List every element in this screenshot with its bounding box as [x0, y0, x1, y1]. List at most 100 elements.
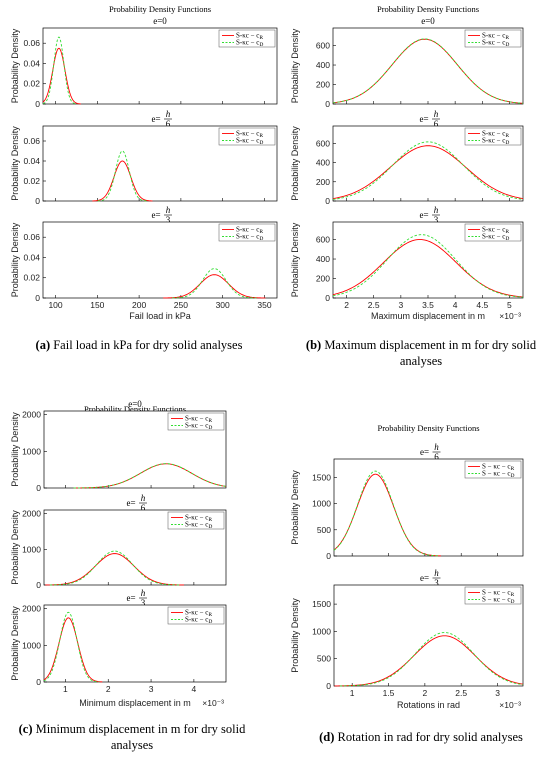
x-tick-label: 2	[422, 688, 427, 698]
subplot-c-1: e= h6 0 1000 2000 S-κc − cRS-κc − cD Probabili…	[10, 493, 227, 590]
series-line-cR	[92, 160, 153, 202]
y-tick-label: 0.02	[23, 273, 40, 283]
y-tick-label: 1000	[22, 446, 41, 456]
legend-label-1: S-κc − cD	[185, 521, 212, 531]
legend-label-0: S-κc − cR	[236, 226, 263, 236]
x-tick-label: 250	[174, 300, 188, 310]
y-axis-label: Probability Density	[290, 222, 300, 297]
legend-label-0: S-κc − cR	[482, 32, 509, 42]
subplot-title-numerator: h	[434, 109, 439, 119]
subplot-b-1: e= h6 0 200 400 600 S-κc − cRS-κc − cD Probabil…	[290, 109, 524, 206]
legend: S-κc − cRS-κc − cD	[218, 223, 276, 243]
x-tick-label: 350	[257, 300, 271, 310]
caption-c: (c) Minimum displacement in m for dry so…	[12, 721, 252, 753]
legend-label-0: S − κc − cR	[482, 463, 515, 473]
series-line-cR	[43, 617, 103, 683]
subplot-a-2: e= h3 0 0.02 0.04 0.06 100 150 200 250 300 350 S-κc …	[10, 205, 278, 310]
subplot-a-0: e=0 0 0.02 0.04 0.06 S-κc − cRS-κc − cD Probab…	[10, 16, 278, 109]
subplot-title-numerator: h	[166, 205, 171, 215]
y-tick-label: 0.06	[23, 38, 40, 48]
series-line-cD	[97, 150, 148, 202]
series-line-cD	[172, 268, 257, 299]
y-axis-label: Probability Density	[10, 606, 20, 681]
x-tick-label: 5	[507, 300, 512, 310]
y-tick-label: 0	[36, 677, 41, 687]
y-tick-label: 200	[316, 274, 330, 284]
subplot-title: e=	[419, 210, 428, 220]
legend-label-1: S-κc − cD	[236, 137, 263, 147]
legend: S-κc − cRS-κc − cD	[167, 606, 225, 626]
subplot-title: e=	[420, 447, 429, 457]
subplot-title-denominator: 6	[166, 119, 171, 129]
x-tick-label: 3	[149, 684, 154, 694]
x-tick-label: 2	[344, 300, 349, 310]
caption-b: (b) Maximum displacement in m for dry so…	[296, 337, 546, 369]
y-tick-label: 500	[317, 525, 331, 535]
legend-label-1: S-κc − cD	[236, 233, 263, 243]
subplot-title-numerator: h	[434, 205, 439, 215]
caption-a-text: Fail load in kPa for dry solid analyses	[53, 338, 243, 352]
x-tick-label: 3.5	[422, 300, 434, 310]
legend: S-κc − cRS-κc − cD	[167, 511, 225, 531]
caption-c-text: Minimum displacement in m for dry solid …	[35, 722, 246, 752]
subplot-title-numerator: h	[141, 588, 146, 598]
caption-d-letter: (d)	[319, 730, 335, 744]
x-tick-label: 100	[48, 300, 62, 310]
y-axis-label: Probability Density	[10, 412, 20, 487]
x-tick-label: 2.5	[455, 688, 467, 698]
legend-label-1: S-κc − cD	[482, 137, 509, 147]
x-tick-label: 1	[63, 684, 68, 694]
x-tick-label: 4	[192, 684, 197, 694]
series-line-cR	[45, 553, 185, 586]
legend-label-0: S-κc − cR	[482, 130, 509, 140]
subplot-title-numerator: h	[434, 442, 439, 452]
legend: S − κc − cRS − κc − cD	[464, 586, 522, 605]
caption-d: (d) Rotation in rad for dry solid analys…	[292, 729, 550, 745]
legend-label-0: S-κc − cR	[185, 609, 212, 619]
series-line-cD	[332, 234, 524, 298]
legend-label-0: S-κc − cR	[185, 415, 212, 425]
x-tick-label: 2	[106, 684, 111, 694]
x-axis-label: Rotations in rad	[397, 700, 460, 710]
subplot-title: e=0	[128, 399, 142, 409]
x-axis-label: Maximum displacement in m	[371, 311, 485, 321]
legend: S-κc − cRS-κc − cD	[464, 127, 522, 147]
y-tick-label: 0	[36, 580, 41, 590]
y-tick-label: 600	[316, 41, 330, 51]
y-tick-label: 1000	[22, 544, 41, 554]
legend: S-κc − cRS-κc − cD	[218, 29, 276, 48]
series-line-cD	[339, 632, 524, 687]
x-axis-multiplier: ×10⁻³	[499, 311, 521, 321]
caption-b-text: Maximum displacement in m for dry solid …	[324, 338, 537, 368]
series-line-cD	[42, 36, 77, 105]
subplot-title-numerator: h	[434, 568, 439, 578]
subplot-title-denominator: 3	[166, 215, 171, 225]
legend-label-0: S-κc − cR	[482, 226, 509, 236]
legend-label-1: S-κc − cD	[482, 233, 509, 243]
y-tick-label: 0	[35, 196, 40, 206]
chart-title: Probability Density Functions	[109, 4, 211, 14]
legend-label-1: S-κc − cD	[185, 422, 212, 432]
y-tick-label: 0.02	[23, 79, 40, 89]
y-axis-label: Probability Density	[290, 598, 300, 673]
y-axis-label: Probability Density	[10, 28, 20, 103]
y-tick-label: 0	[36, 483, 41, 493]
legend-label-1: S − κc − cD	[482, 470, 515, 480]
legend-label-1: S-κc − cD	[185, 616, 212, 626]
x-tick-label: 1	[350, 688, 355, 698]
subplot-d-0: e= h6 0 500 1000 1500 S − κc − cRS − κc − cD Pr…	[290, 442, 524, 561]
chart-title: Probability Density Functions	[84, 404, 186, 414]
legend: S-κc − cRS-κc − cD	[464, 29, 522, 48]
subplot-title: e=	[151, 210, 160, 220]
legend-label-0: S-κc − cR	[236, 130, 263, 140]
legend-label-0: S − κc − cR	[482, 589, 515, 599]
y-axis-label: Probability Density	[290, 28, 300, 103]
y-tick-label: 1000	[22, 640, 41, 650]
y-axis-label: Probability Density	[290, 126, 300, 201]
y-tick-label: 400	[316, 60, 330, 70]
legend: S-κc − cRS-κc − cD	[218, 127, 276, 147]
x-tick-label: 150	[90, 300, 104, 310]
series-line-cR	[332, 145, 524, 200]
y-tick-label: 600	[316, 235, 330, 245]
